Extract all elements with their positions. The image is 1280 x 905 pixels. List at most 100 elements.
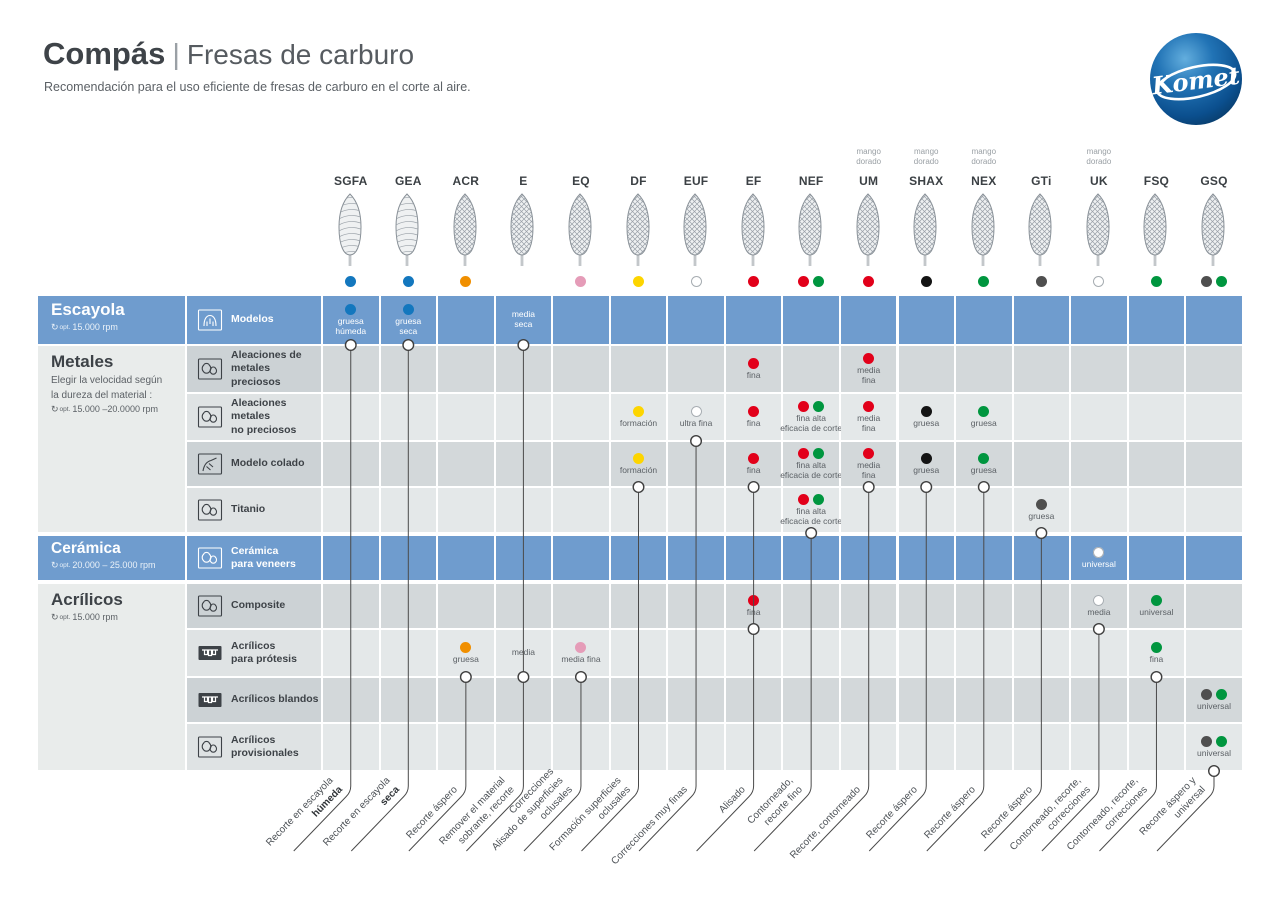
table-cell <box>725 724 782 770</box>
table-cell <box>438 724 494 770</box>
gray-dot <box>1201 735 1212 747</box>
crowns-icon <box>197 406 223 428</box>
usage-label-UK: Contorneado, recorte, correcciones <box>957 775 1095 905</box>
table-cell <box>783 678 839 722</box>
table-cell <box>956 536 1012 580</box>
table-cell <box>1071 630 1127 676</box>
bur-image <box>1086 193 1110 266</box>
table-cell <box>380 724 437 770</box>
red-dot <box>748 405 760 417</box>
usage-label-NEX: Recorte áspero <box>851 784 980 905</box>
table-cell <box>956 584 1012 628</box>
table-cell <box>1013 724 1070 770</box>
table-cell <box>553 724 609 770</box>
table-cell <box>668 488 724 532</box>
column-note-UK: mango dorado <box>1086 147 1112 166</box>
connector-line-GSQ <box>1156 771 1215 852</box>
table-cell <box>1128 488 1185 532</box>
pink-dot <box>575 641 587 653</box>
grit-label: formación <box>619 417 658 428</box>
table-cell: fina <box>1128 630 1185 676</box>
grit-label: media fina <box>857 412 881 433</box>
green-dot <box>813 400 825 412</box>
table-cell <box>610 724 667 770</box>
grit-dots <box>1150 641 1162 653</box>
table-cell <box>610 630 667 676</box>
usage-label-E: Remover el material sobrante, recorte <box>381 775 519 905</box>
category-note: la dureza del material : <box>51 389 153 401</box>
grit-label: fina alta eficacia de corte <box>780 505 843 526</box>
green-dot <box>1216 688 1227 700</box>
table-cell <box>1013 296 1070 344</box>
table-cell <box>668 678 724 722</box>
table-cell <box>1013 678 1070 722</box>
usage-label-EF: Alisado <box>621 784 750 905</box>
usage-label-line: sobrante, recorte <box>456 784 518 847</box>
denture-icon <box>198 646 222 660</box>
table-cell <box>725 536 782 580</box>
table-cell <box>495 678 552 722</box>
blue-dot <box>402 303 414 315</box>
white-dot <box>1093 546 1105 558</box>
row-label: Composite <box>187 584 321 628</box>
table-cell: media seca <box>495 296 552 344</box>
column-header-GSQ: GSQ <box>1200 174 1228 188</box>
grit-label: media seca <box>511 309 535 329</box>
red-dot <box>798 275 810 287</box>
column-header-NEF: NEF <box>798 174 824 188</box>
column-header-GTi: GTi <box>1031 174 1052 188</box>
usage-label-line: correcciones <box>1045 784 1093 833</box>
bur-FSQ <box>1129 190 1185 270</box>
table-cell <box>956 488 1012 532</box>
pink-dot <box>575 275 587 287</box>
bur-DF <box>611 190 667 270</box>
table-cell <box>553 394 609 440</box>
red-dot <box>748 452 760 464</box>
bur-image <box>741 193 765 266</box>
rotation-icon: ↻ <box>51 611 59 622</box>
category-title: Acrílicos <box>51 590 123 609</box>
table-cell <box>495 394 552 440</box>
grit-label: universal <box>1139 606 1174 617</box>
white-dot <box>690 405 702 417</box>
grit-dots <box>920 452 932 464</box>
usage-label-line: Correcciones muy finas <box>609 784 690 868</box>
table-cell <box>898 584 954 628</box>
grit-label: ultra fina <box>679 417 713 428</box>
table-cell <box>956 678 1012 722</box>
red-dot <box>748 594 760 606</box>
table-cell <box>610 488 667 532</box>
usage-label-line: Recorte áspero <box>864 784 921 842</box>
table-cell <box>725 630 782 676</box>
grit-dots <box>978 405 990 417</box>
table-cell <box>898 488 954 532</box>
table-cell: fina <box>725 394 782 440</box>
rotation-icon: ↻ <box>51 403 59 414</box>
green-dot <box>1216 275 1227 287</box>
column-dots-SHAX <box>899 275 955 287</box>
column-dots-SGFA <box>323 275 379 287</box>
table-cell <box>438 488 494 532</box>
table-cell <box>438 536 494 580</box>
table-cell <box>380 630 437 676</box>
usage-label-GEA: Recorte en escayola seca <box>266 775 404 905</box>
usage-label-line: Contorneado, recorte, <box>1007 775 1084 853</box>
row-label-text: Modelos <box>231 313 274 326</box>
column-note-UM: mango dorado <box>856 147 882 166</box>
bur-image <box>683 193 707 266</box>
table-cell: fina <box>725 346 782 392</box>
table-cell <box>1186 296 1242 344</box>
table-cell <box>438 346 494 392</box>
usage-label-line: Formación superficies <box>547 775 623 854</box>
blue-dot <box>402 275 414 287</box>
table-cell <box>438 584 494 628</box>
table-cell <box>610 296 667 344</box>
grit-label: gruesa seca <box>395 315 422 336</box>
table-cell <box>1186 488 1242 532</box>
yellow-dot <box>633 452 644 464</box>
column-dots-GEA <box>381 275 437 287</box>
usage-label-FSQ: Contorneado, recorte, correcciones <box>1014 775 1152 905</box>
bur-image <box>395 193 419 266</box>
crowns-icon <box>197 358 223 380</box>
table-cell <box>840 678 897 722</box>
